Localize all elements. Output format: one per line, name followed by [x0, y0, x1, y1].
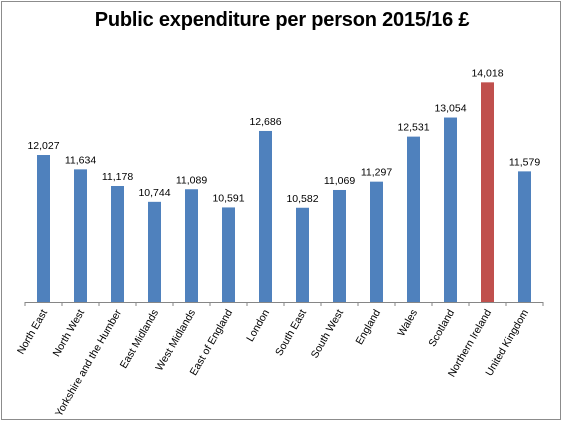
category-label: North West	[51, 307, 88, 358]
data-label: 11,579	[509, 156, 540, 168]
category-label: Wales	[395, 308, 420, 339]
data-label: 11,089	[176, 174, 207, 186]
category-label: England	[353, 307, 383, 347]
bar-east-midlands	[148, 201, 161, 302]
bar-north-east	[37, 155, 50, 302]
data-label: 10,582	[286, 193, 318, 205]
data-label: 12,531	[397, 122, 429, 134]
bar-wales	[407, 136, 420, 302]
bar-south-west	[333, 189, 346, 302]
category-label: London	[244, 307, 272, 343]
bar-northern-ireland	[481, 82, 494, 302]
category-label: North East	[15, 307, 50, 356]
bar-west-midlands	[185, 189, 198, 302]
bar-united-kingdom	[518, 171, 531, 302]
category-label: South West	[309, 307, 346, 360]
bar-scotland	[444, 117, 457, 302]
data-label: 13,054	[434, 103, 466, 115]
bar-london	[259, 130, 272, 302]
data-label: 14,018	[471, 67, 503, 79]
bar-north-west	[74, 169, 87, 302]
data-label: 11,297	[361, 167, 392, 179]
category-label: West Midlands	[153, 308, 198, 373]
data-label: 10,744	[138, 187, 170, 199]
category-label: South East	[273, 307, 309, 358]
chart-title: Public expenditure per person 2015/16 £	[94, 9, 470, 31]
data-label: 12,686	[249, 116, 281, 128]
bar-east-of-england	[222, 207, 235, 302]
data-label: 11,069	[324, 175, 355, 187]
category-label: Scotland	[426, 307, 457, 349]
bar-england	[370, 181, 383, 302]
data-label: 11,634	[65, 154, 96, 166]
bar-south-east	[296, 207, 309, 302]
category-label: Yorkshire and the Humber	[53, 307, 124, 419]
category-label: East Midlands	[118, 308, 161, 371]
data-label: 10,591	[212, 192, 244, 204]
data-label: 12,027	[27, 140, 59, 152]
data-label: 11,178	[102, 171, 133, 183]
bar-yorkshire-and-the-humber	[111, 186, 124, 302]
